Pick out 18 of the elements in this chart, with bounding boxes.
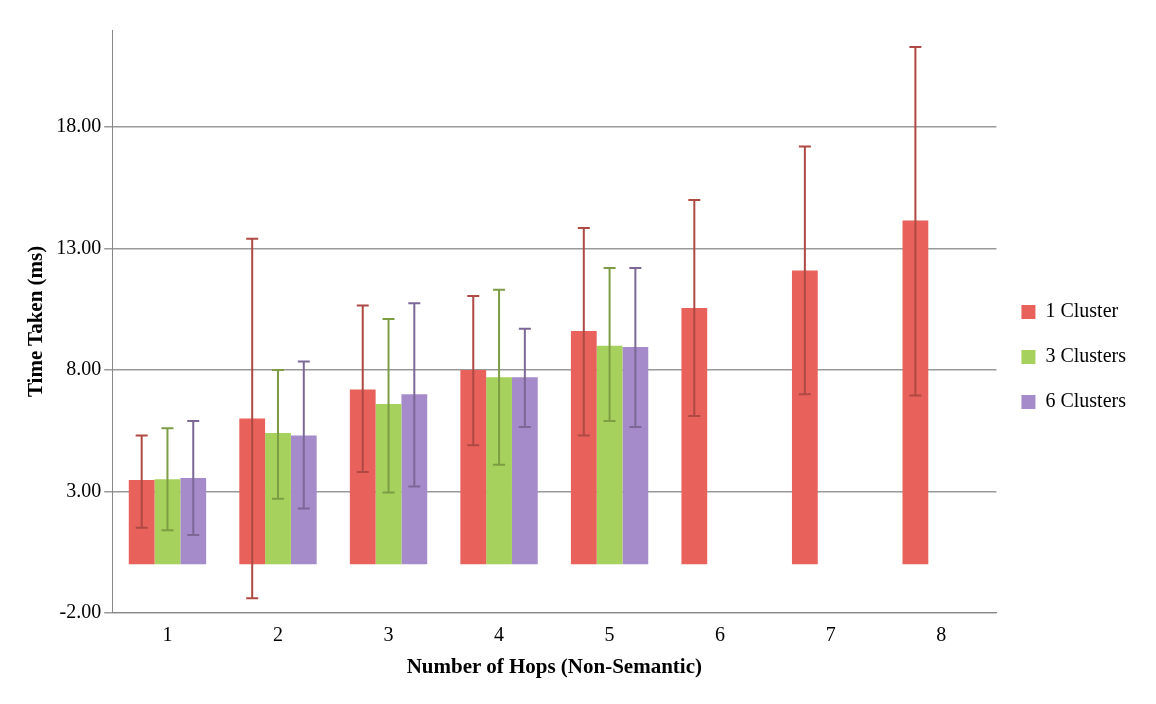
y-tick-label: 13.00	[56, 235, 102, 258]
x-tick-label: 8	[936, 623, 947, 646]
x-tick-label: 3	[383, 623, 394, 646]
x-tick-label: 2	[273, 623, 283, 646]
y-tick-label: 18.00	[56, 114, 102, 137]
x-tick-label: 5	[604, 623, 615, 646]
y-tick-label: 3.00	[66, 478, 102, 501]
legend-label: 6 Clusters	[1045, 389, 1127, 412]
x-tick-label: 7	[825, 623, 836, 646]
legend-label: 1 Cluster	[1045, 299, 1119, 322]
y-axis-title: Time Taken (ms)	[23, 245, 48, 398]
y-tick-label: 8.00	[66, 357, 102, 380]
x-tick-label: 4	[494, 623, 505, 646]
legend-label: 3 Clusters	[1045, 344, 1127, 367]
x-tick-label: 6	[715, 623, 726, 646]
x-axis-title: Number of Hops (Non-Semantic)	[406, 653, 702, 678]
y-tick-label: -2.00	[59, 600, 102, 623]
x-tick-label: 1	[162, 623, 173, 646]
